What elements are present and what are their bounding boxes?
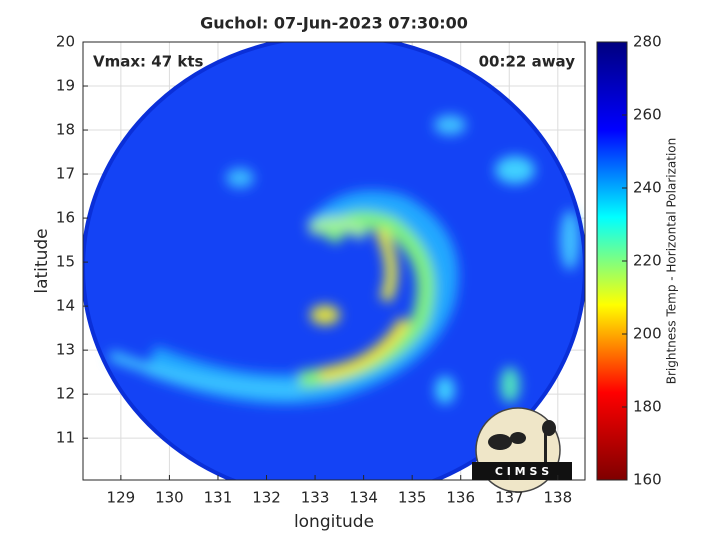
colorbar-label: Brightness Temp - Horizontal Polarizatio…	[665, 138, 679, 385]
y-tick-label: 12	[56, 385, 75, 403]
y-tick-label: 17	[56, 165, 75, 183]
y-axis-label: latitude	[32, 228, 52, 293]
annotation: 00:22 away	[479, 53, 576, 71]
x-tick-label: 134	[349, 489, 378, 507]
annotation: Vmax: 47 kts	[93, 53, 203, 71]
y-tick-label: 18	[56, 121, 75, 139]
x-tick-label: 135	[398, 489, 427, 507]
y-tick-label: 15	[56, 253, 75, 271]
x-tick-label: 133	[301, 489, 330, 507]
y-tick-label: 13	[56, 341, 75, 359]
colorbar-tick-label: 280	[633, 33, 662, 51]
x-tick-label: 137	[495, 489, 524, 507]
x-tick-label: 138	[543, 489, 572, 507]
colorbar-tick-label: 180	[633, 398, 662, 416]
x-tick-label: 132	[252, 489, 281, 507]
colorbar-tick-label: 220	[633, 252, 662, 270]
logo: C I M S S	[472, 407, 572, 493]
chart-title: Guchol: 07-Jun-2023 07:30:00	[200, 14, 468, 33]
x-tick-label: 136	[446, 489, 475, 507]
axes-box	[82, 41, 586, 481]
colorbar-tick-label: 260	[633, 106, 662, 124]
logo-text: C I M S S	[495, 465, 549, 478]
y-tick-label: 20	[56, 33, 75, 51]
x-tick-label: 129	[107, 489, 136, 507]
y-tick-label: 16	[56, 209, 75, 227]
x-axis-label: longitude	[294, 512, 374, 532]
y-tick-label: 19	[56, 77, 75, 95]
satellite-image	[83, 42, 585, 480]
x-tick-label: 131	[204, 489, 233, 507]
y-tick-label: 11	[56, 429, 75, 447]
colorbar-tick-label: 240	[633, 179, 662, 197]
y-tick-label: 14	[56, 297, 75, 315]
x-tick-label: 130	[155, 489, 184, 507]
colorbar-tick-label: 160	[633, 471, 662, 489]
colorbar-tick-label: 200	[633, 325, 662, 343]
